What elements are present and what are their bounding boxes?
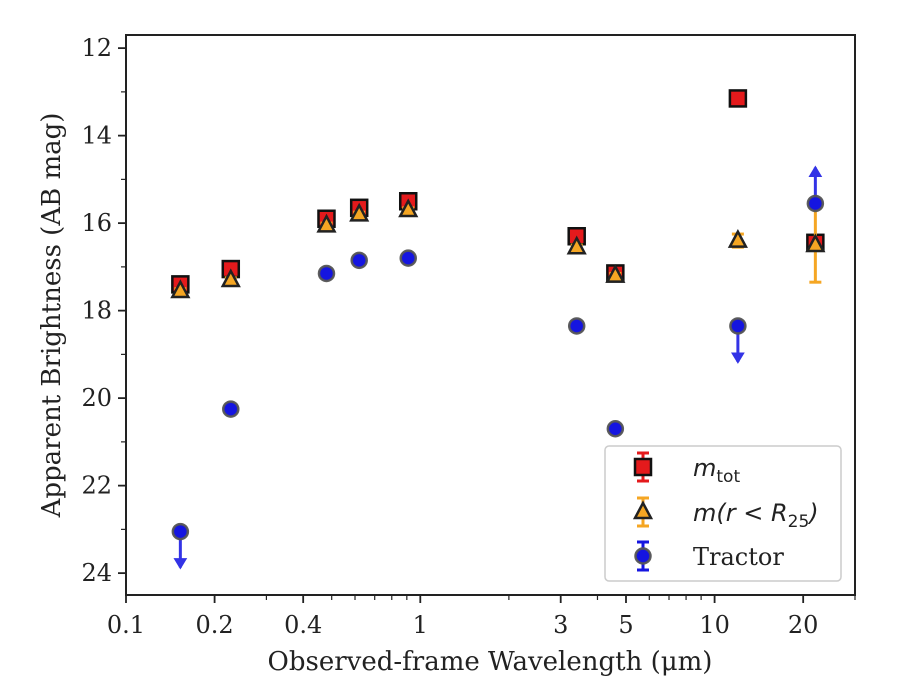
- m-r25-marker: [349, 202, 370, 222]
- y-tick-label: 12: [81, 34, 112, 62]
- plot-frame: [125, 34, 856, 596]
- legend-marker: [633, 457, 653, 477]
- y-tick-label: 24: [81, 559, 112, 587]
- tractor-marker: [171, 522, 190, 541]
- tractor-marker: [399, 249, 417, 267]
- x-tick-label: 3: [553, 611, 568, 639]
- x-tick-label: 20: [788, 611, 819, 639]
- tractor-marker: [350, 251, 368, 270]
- x-axis: 0.1 0.2 0.4 1 3 5 10 20: [107, 595, 856, 639]
- x-tick-label: 0.4: [284, 611, 322, 639]
- m-r25-marker: [566, 235, 587, 255]
- limit-arrow-head: [731, 352, 745, 364]
- limit-arrow-head: [808, 165, 823, 177]
- m-r25-marker: [398, 198, 419, 218]
- legend-box: [604, 445, 842, 582]
- x-axis-label: Observed-frame Wavelength (μm): [268, 647, 713, 677]
- tractor-marker: [729, 317, 747, 335]
- x-tick-label: 5: [618, 611, 633, 639]
- m-r25-marker: [316, 213, 337, 233]
- legend: mtot m(r < R25) Tractor: [604, 445, 842, 582]
- y-axis-label: Apparent Brightness (AB mag): [37, 113, 67, 519]
- m-r25-marker: [220, 268, 241, 288]
- tractor-marker: [606, 420, 625, 438]
- y-tick-label: 20: [81, 384, 112, 412]
- legend-label: mtot: [693, 454, 740, 487]
- y-tick-label: 18: [81, 297, 112, 325]
- tractor-marker: [317, 264, 336, 283]
- m-r25-marker: [170, 279, 191, 299]
- y-axis: 12 14 16 18 20 22 24: [81, 34, 126, 587]
- m-tot-marker: [728, 89, 748, 108]
- m-r25-marker: [805, 233, 826, 253]
- x-tick-label: 0.2: [196, 611, 234, 639]
- m-r25-marker: [605, 263, 626, 283]
- y-tick-label: 14: [81, 122, 112, 150]
- legend-marker: [634, 547, 652, 565]
- series-circle: [171, 165, 825, 570]
- legend-marker: [632, 500, 654, 520]
- m-r25-marker: [727, 228, 748, 248]
- tractor-marker: [222, 400, 240, 418]
- legend-label: Tractor: [693, 543, 784, 571]
- y-tick-label: 16: [81, 209, 112, 237]
- limit-arrow-head: [173, 558, 188, 570]
- y-tick-label: 22: [81, 472, 112, 500]
- x-tick-label: 1: [413, 611, 428, 639]
- x-tick-label: 10: [699, 611, 730, 639]
- series-triangle: [170, 198, 826, 299]
- tractor-marker: [806, 194, 825, 213]
- x-tick-label: 0.1: [107, 611, 145, 639]
- series-square: [171, 89, 825, 294]
- legend-label: m(r < R25): [693, 499, 819, 532]
- plot-area: [170, 89, 826, 570]
- tractor-marker: [567, 317, 586, 335]
